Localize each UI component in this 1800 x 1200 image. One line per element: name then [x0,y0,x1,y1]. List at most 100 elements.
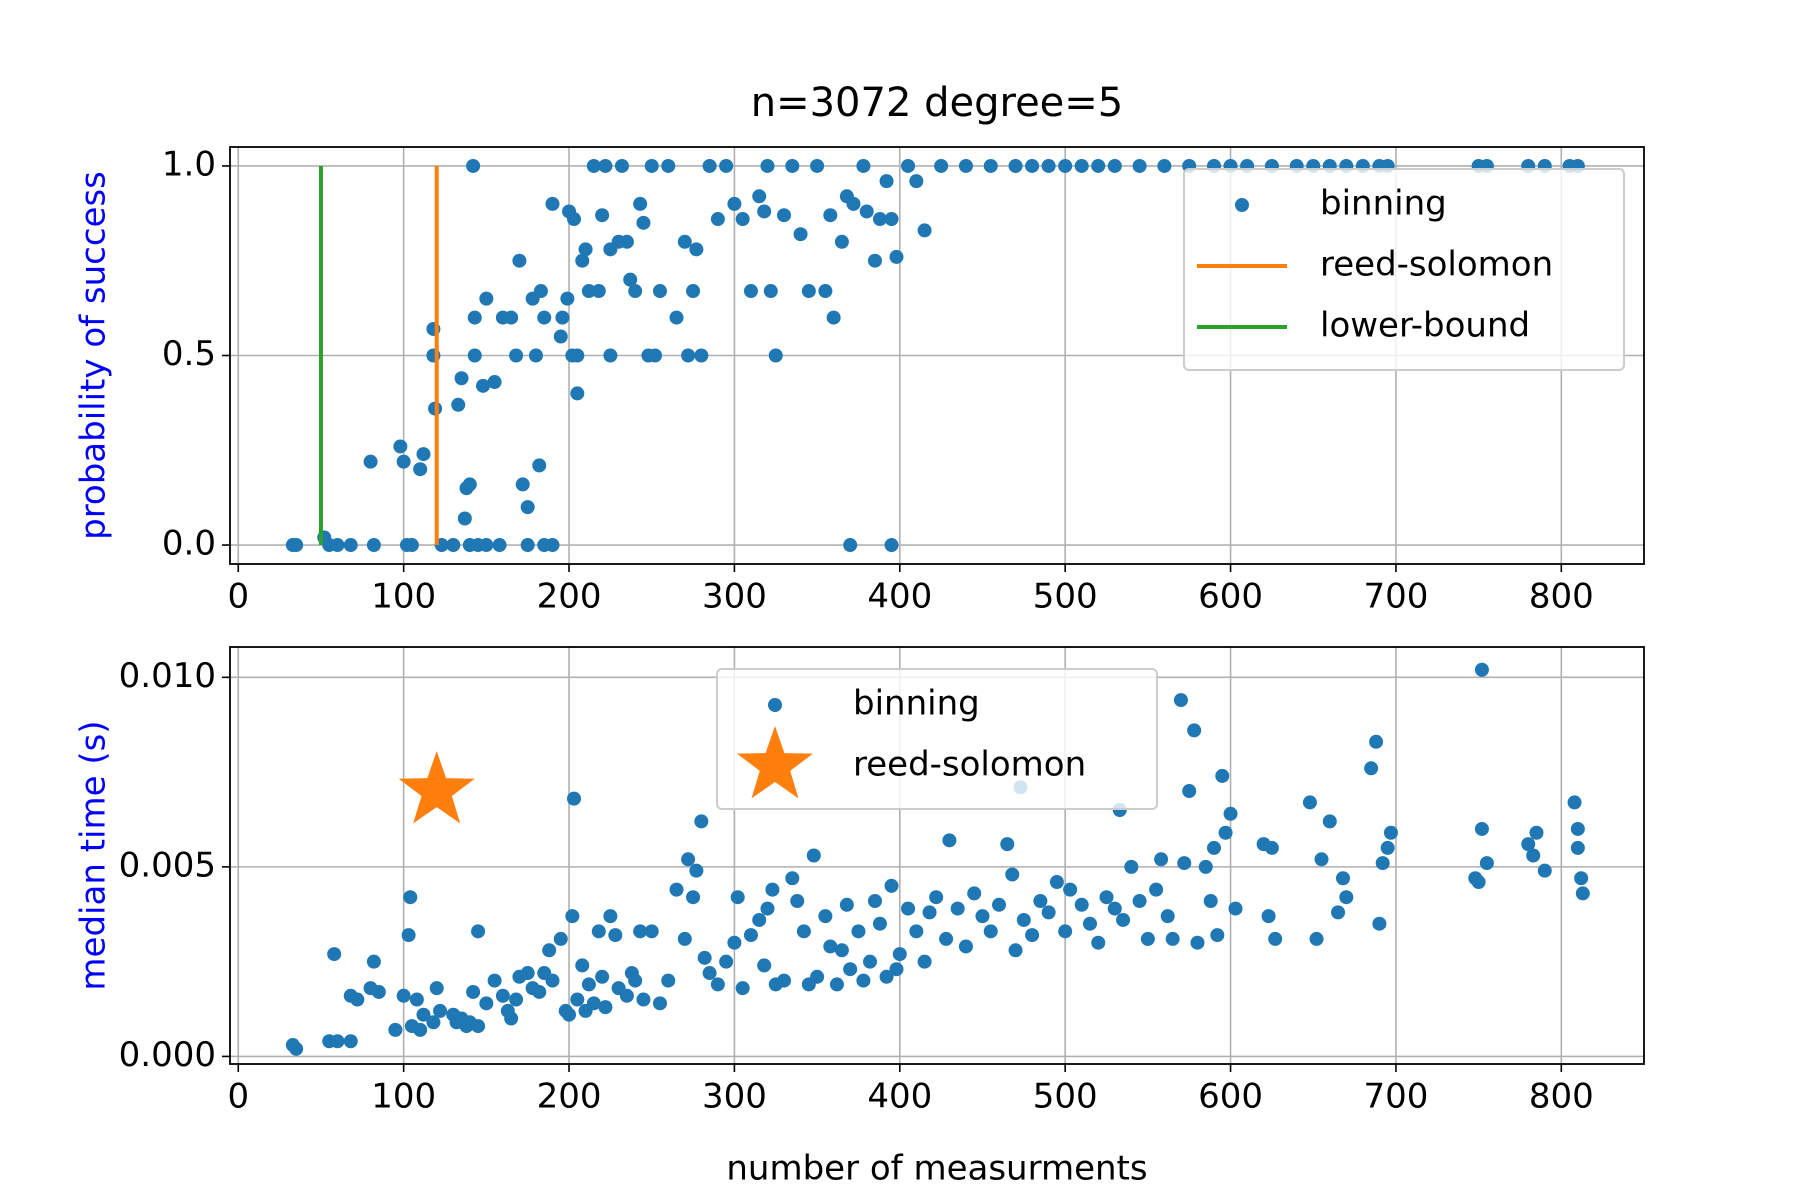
x-tick-label: 100 [371,577,436,617]
dot [545,538,560,553]
dot [545,973,560,988]
y-axis-label: median time (s) [74,720,114,990]
dot [810,969,825,984]
dot [532,984,547,999]
dot [566,791,581,806]
dot [1339,890,1354,905]
dot [719,158,734,173]
legend-key [737,726,813,799]
dot [628,973,643,988]
dot [1074,897,1089,912]
x-tick-label: 100 [371,1077,436,1117]
x-tick-label: 600 [1198,1077,1263,1117]
dot [1574,871,1589,886]
dot [1140,931,1155,946]
dot [818,284,833,299]
x-tick-label: 200 [537,577,602,617]
dot [413,1022,428,1037]
legend-box [716,668,1158,810]
dot [1182,784,1197,799]
dot [917,954,932,969]
dot [1005,867,1020,882]
dot [1190,935,1205,950]
dot [829,977,844,992]
dot [542,943,557,958]
dot [446,538,461,553]
dot [479,291,494,306]
x-tick-label: 800 [1529,577,1594,617]
y-tick-label: 0.010 [119,656,216,696]
dot [743,284,758,299]
dot [901,901,916,916]
dot [553,931,568,946]
y-tick-label: 0.005 [119,845,216,885]
dot [879,174,894,189]
x-tick-label: 200 [537,1077,602,1117]
dot [727,935,742,950]
dot [1570,821,1585,836]
dot [528,348,543,363]
dot [492,538,507,553]
dot [652,284,667,299]
dot [730,890,745,905]
x-tick-label: 500 [1033,577,1098,617]
dot [889,249,904,264]
dot [416,447,431,462]
dot [570,386,585,401]
dot [958,158,973,173]
dot [884,538,899,553]
dot [917,223,932,238]
dot [451,397,466,412]
dot [843,538,858,553]
y-tick-label: 0.0 [162,524,216,564]
dot [1177,856,1192,871]
dot [1537,863,1552,878]
dot [619,234,634,249]
dot [1479,856,1494,871]
dot [1309,931,1324,946]
dot [1526,848,1541,863]
dot [1218,825,1233,840]
dot [752,189,767,204]
dot [1074,158,1089,173]
dot [467,348,482,363]
dot [1099,890,1114,905]
dot [608,928,623,943]
dot [892,947,907,962]
dot [644,924,659,939]
dot [591,924,606,939]
dot [884,878,899,893]
x-axis-label: number of measurments [726,1149,1147,1189]
dot [872,916,887,931]
dot [426,1015,441,1030]
star-marker [398,751,475,824]
dot [1268,931,1283,946]
dot [859,204,874,219]
dot [466,984,481,999]
dot [487,375,502,390]
dot [603,909,618,924]
dot [1063,882,1078,897]
legend-label: reed-solomon [1320,245,1553,285]
dot [958,939,973,954]
dot [735,981,750,996]
dot [1203,893,1218,908]
dot [710,212,725,227]
dot [1364,761,1379,776]
dot [581,284,596,299]
dot [1314,852,1329,867]
dot [1198,859,1213,874]
dot [889,962,904,977]
y-axis-label: probability of success [74,171,114,540]
dot [393,439,408,454]
dot [1165,931,1180,946]
dot [834,234,849,249]
dot [396,454,411,469]
dot [1471,875,1486,890]
dot [839,897,854,912]
dot [983,158,998,173]
dot [785,158,800,173]
dot [1210,928,1225,943]
dot [884,212,899,227]
dot [1008,158,1023,173]
